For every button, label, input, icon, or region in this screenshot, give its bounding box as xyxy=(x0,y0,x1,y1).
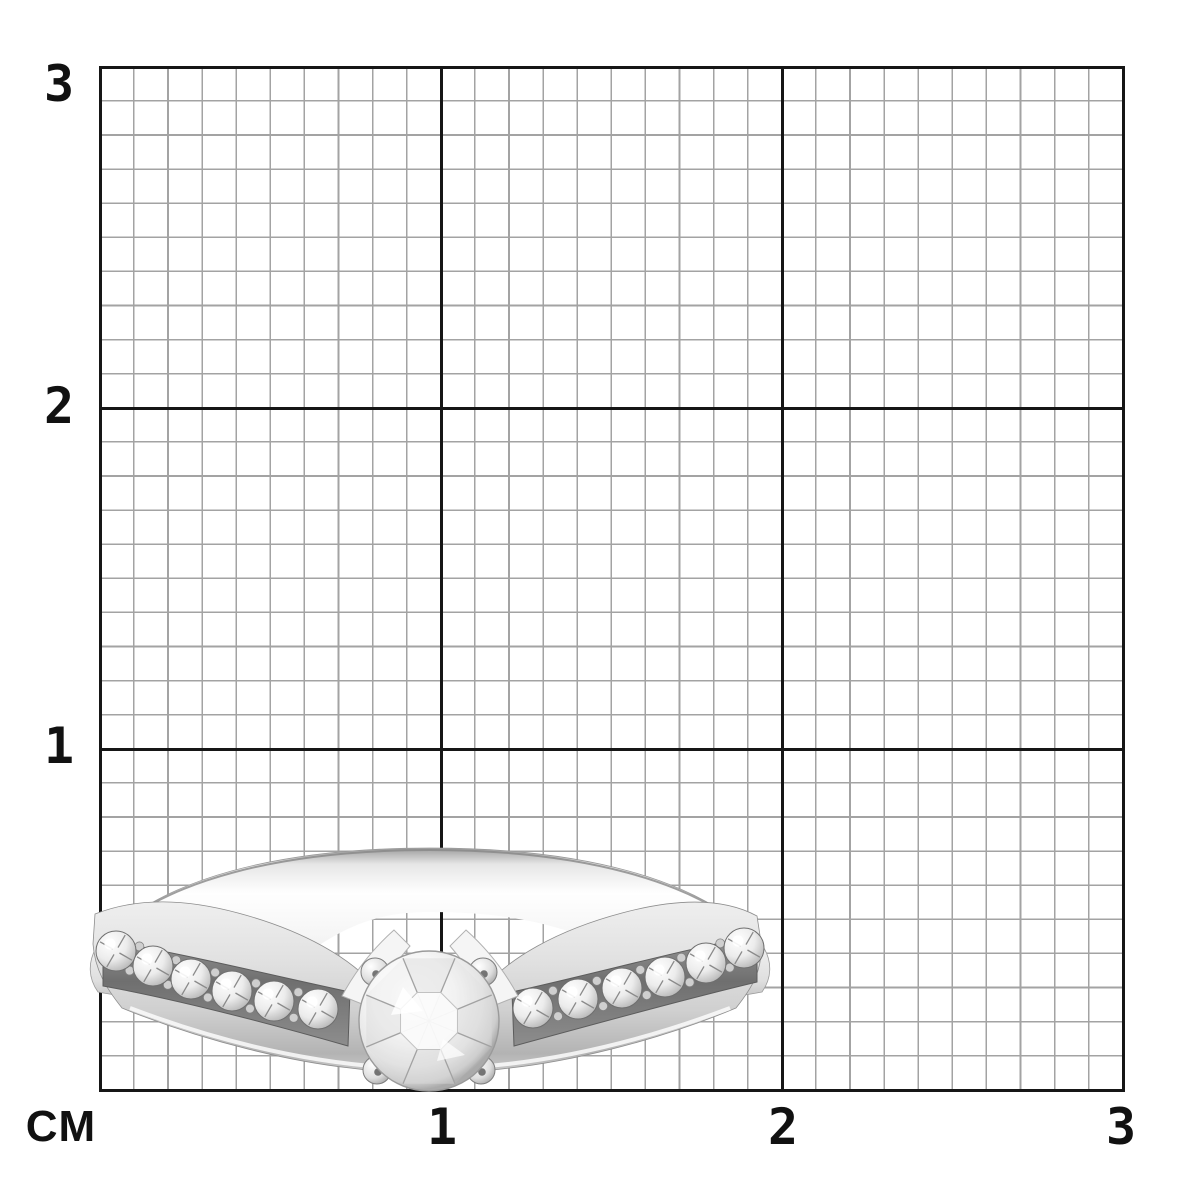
bead xyxy=(251,978,261,989)
x-axis-label-1: 1 xyxy=(426,1098,458,1156)
bead xyxy=(598,1001,609,1012)
bead xyxy=(676,952,687,963)
pave-diamond xyxy=(644,956,686,998)
bead xyxy=(684,977,695,988)
x-axis-label-3: 3 xyxy=(1105,1098,1137,1156)
pave-diamond xyxy=(601,967,643,1009)
bead xyxy=(210,967,221,978)
bead xyxy=(635,965,646,975)
pave-diamonds xyxy=(95,927,765,1030)
x-axis-label-2: 2 xyxy=(767,1098,799,1156)
pave-diamond xyxy=(297,988,339,1030)
pave-diamond xyxy=(512,987,554,1029)
bead xyxy=(202,992,213,1003)
bead xyxy=(293,987,304,998)
pave-diamond xyxy=(685,942,727,984)
pave-diamond xyxy=(132,945,174,987)
bead xyxy=(548,985,558,996)
bead xyxy=(591,975,602,986)
bead xyxy=(641,990,652,1000)
y-axis-label-1: 1 xyxy=(43,717,75,775)
bead xyxy=(288,1012,299,1023)
pave-diamond xyxy=(170,958,212,1000)
pave-diamond xyxy=(211,970,253,1012)
pave-diamond xyxy=(253,980,295,1022)
pave-diamond xyxy=(557,978,599,1020)
bead xyxy=(553,1011,563,1022)
pave-diamond xyxy=(95,930,137,972)
unit-label-cm: CM xyxy=(25,1102,97,1151)
pave-diamond xyxy=(723,927,765,969)
band-top-edge xyxy=(97,848,763,947)
y-axis-label-2: 2 xyxy=(43,377,75,435)
center-diamond xyxy=(358,950,500,1092)
y-axis-label-3: 3 xyxy=(43,55,75,113)
bead xyxy=(245,1003,255,1014)
